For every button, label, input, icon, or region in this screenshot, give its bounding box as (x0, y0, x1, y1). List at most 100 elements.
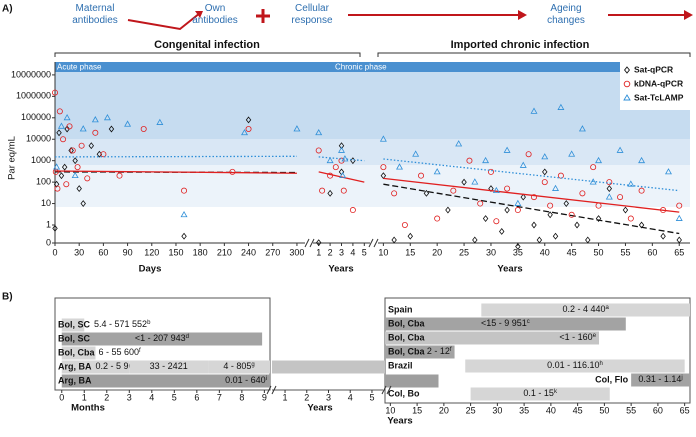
point (676, 236, 682, 244)
point (156, 118, 164, 125)
arrow-head (684, 10, 693, 20)
x-tick-label: 40 (546, 405, 556, 415)
range-bar (129, 360, 209, 374)
x-tick-label: 1 (283, 392, 288, 402)
point (487, 168, 494, 175)
point (466, 157, 473, 164)
point (504, 206, 510, 214)
band (55, 72, 690, 139)
point (92, 129, 99, 136)
point (315, 147, 322, 154)
point (79, 125, 87, 132)
point (401, 221, 408, 228)
range-bar (470, 387, 610, 401)
point (552, 184, 559, 191)
break-mark (368, 238, 379, 248)
range-value: 0.01 - 116.10 (547, 360, 599, 370)
range-note: c (527, 319, 530, 325)
point (338, 142, 345, 150)
range-note: b (147, 320, 151, 326)
row-label: Arg, BA (58, 375, 92, 385)
range-value: 2 - 12 (427, 346, 450, 356)
flow-step-line: Cellular (295, 3, 330, 14)
y-axis-label: Par eq/mL (7, 136, 18, 180)
range-text: 4 - 805g (223, 361, 254, 371)
point (579, 190, 586, 197)
x-tick-label: 6 (194, 392, 199, 402)
row-label: Bol, Cba (388, 346, 425, 356)
x-tick-label: 60 (647, 247, 657, 257)
x-tick-label: 120 (144, 247, 159, 257)
range-bar (385, 345, 455, 359)
point (349, 207, 356, 214)
legend-box (620, 62, 690, 110)
y-tick-label: 1000000 (16, 91, 51, 101)
point (391, 236, 397, 244)
flow-step-line: changes (547, 15, 585, 26)
row-label: Bol, Cba (58, 347, 95, 357)
range-value: 5.4 - 571 552 (94, 319, 147, 329)
point (676, 202, 683, 209)
point (58, 172, 65, 180)
range-note: e (593, 333, 597, 339)
point (340, 187, 347, 194)
range-text: 0.2 - 5 963 (96, 361, 139, 371)
flow-step: Ageing changes (547, 3, 585, 26)
point (455, 140, 463, 147)
point (56, 108, 63, 115)
point (499, 228, 505, 235)
range-value: 0.2 - 5 963 (96, 361, 139, 371)
legend-symbol (623, 80, 631, 88)
point (72, 157, 78, 165)
point (423, 189, 430, 197)
point (327, 189, 333, 197)
point (63, 113, 71, 121)
range-bar (61, 360, 130, 374)
point (675, 214, 683, 221)
y-tick-label: 10000000 (11, 69, 51, 79)
point (245, 126, 252, 133)
x-tick-label: 3 (326, 392, 331, 402)
point (541, 179, 548, 186)
point (100, 151, 107, 158)
point (595, 215, 602, 222)
point (245, 116, 252, 124)
point (60, 136, 67, 143)
range-text: <1 - 207 943d (135, 333, 189, 343)
point (461, 178, 467, 186)
point (638, 156, 646, 164)
flow-step: Maternal antibodies (72, 3, 118, 26)
range-note: j (680, 375, 682, 381)
point (338, 146, 345, 153)
point (542, 168, 548, 176)
panel-label: A) (2, 4, 13, 15)
point (660, 232, 666, 240)
band (55, 139, 690, 165)
range-value: 33 - 2421 (150, 361, 188, 371)
point (66, 123, 73, 130)
x-tick-label: 60 (98, 247, 108, 257)
x-tick-label: 7 (217, 392, 222, 402)
point (80, 200, 86, 208)
x-tick-label: 8 (239, 392, 244, 402)
x-tick-label: 150 (168, 247, 183, 257)
point (76, 185, 82, 193)
phase-label: Acute phase (57, 63, 102, 72)
range-text: 0.31 - 1.14j (638, 374, 682, 384)
point (568, 211, 575, 218)
range-bar (61, 374, 271, 388)
x-tick-label: 25 (459, 247, 469, 257)
point (412, 150, 420, 157)
point (585, 236, 591, 244)
x-tick-label: 2 (304, 392, 309, 402)
x-tick-label: 15 (405, 247, 415, 257)
fit-line (318, 171, 365, 183)
panel-frame (54, 297, 271, 391)
point (181, 232, 187, 240)
x-axis-label: Months (71, 403, 105, 414)
arrow (127, 12, 201, 31)
point (606, 179, 613, 186)
point (519, 161, 527, 168)
range-bar (631, 373, 690, 387)
